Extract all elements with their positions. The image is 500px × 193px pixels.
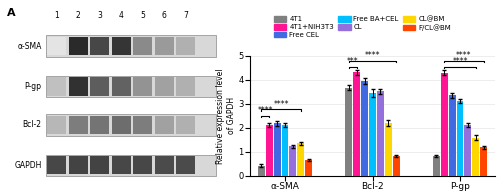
Text: 3: 3 bbox=[97, 11, 102, 20]
Bar bbox=[346, 88, 352, 176]
Bar bbox=[154, 37, 174, 55]
Text: Bcl-2: Bcl-2 bbox=[22, 120, 42, 130]
Bar bbox=[133, 77, 152, 96]
Bar bbox=[440, 73, 448, 176]
Bar bbox=[90, 77, 109, 96]
Bar bbox=[480, 147, 487, 176]
Text: ****: **** bbox=[274, 100, 289, 109]
Text: ****: **** bbox=[452, 57, 468, 66]
Bar bbox=[258, 166, 264, 176]
Bar bbox=[46, 76, 215, 97]
Text: 2: 2 bbox=[76, 11, 80, 20]
Bar bbox=[266, 125, 272, 176]
Bar bbox=[306, 160, 312, 176]
Bar bbox=[47, 37, 66, 55]
Bar bbox=[448, 96, 456, 176]
Bar bbox=[133, 116, 152, 134]
Bar bbox=[68, 116, 87, 134]
Bar bbox=[46, 36, 215, 57]
Bar bbox=[68, 37, 87, 55]
Bar bbox=[377, 91, 384, 176]
Bar bbox=[154, 77, 174, 96]
Text: 7: 7 bbox=[183, 11, 188, 20]
Bar bbox=[290, 146, 296, 176]
Bar bbox=[274, 124, 280, 176]
Bar bbox=[112, 37, 130, 55]
Legend: 4T1, 4T1+NIH3T3, Free CEL, Free BA+CEL, CL, CL@BM, F/CL@BM: 4T1, 4T1+NIH3T3, Free CEL, Free BA+CEL, … bbox=[274, 16, 451, 38]
Bar bbox=[176, 156, 195, 174]
Bar bbox=[464, 125, 471, 176]
Bar bbox=[353, 72, 360, 176]
Bar bbox=[176, 116, 195, 134]
Text: ****: **** bbox=[456, 51, 471, 60]
Text: 4: 4 bbox=[118, 11, 124, 20]
Bar bbox=[47, 116, 66, 134]
Text: 5: 5 bbox=[140, 11, 145, 20]
Text: P-gp: P-gp bbox=[24, 82, 42, 91]
Bar bbox=[90, 156, 109, 174]
Bar bbox=[47, 156, 66, 174]
Y-axis label: Relative expression level
of GAPDH: Relative expression level of GAPDH bbox=[216, 68, 236, 163]
Bar bbox=[112, 77, 130, 96]
Text: A: A bbox=[7, 8, 16, 18]
Bar bbox=[176, 77, 195, 96]
Text: ****: **** bbox=[258, 106, 273, 115]
Bar bbox=[369, 93, 376, 176]
Bar bbox=[282, 125, 288, 176]
Bar bbox=[47, 77, 66, 96]
Bar bbox=[361, 81, 368, 176]
Bar bbox=[46, 155, 215, 176]
Text: 6: 6 bbox=[162, 11, 166, 20]
Bar bbox=[385, 123, 392, 176]
Bar bbox=[112, 116, 130, 134]
Bar bbox=[472, 138, 480, 176]
Bar bbox=[112, 156, 130, 174]
Bar bbox=[46, 114, 215, 136]
Bar bbox=[133, 156, 152, 174]
Bar bbox=[90, 37, 109, 55]
Text: α-SMA: α-SMA bbox=[17, 42, 42, 51]
Bar bbox=[433, 156, 440, 176]
Bar bbox=[68, 156, 87, 174]
Bar bbox=[133, 37, 152, 55]
Bar bbox=[393, 156, 400, 176]
Bar bbox=[298, 143, 304, 176]
Text: ****: **** bbox=[365, 51, 380, 60]
Text: ***: *** bbox=[347, 57, 358, 66]
Bar bbox=[154, 156, 174, 174]
Text: 1: 1 bbox=[54, 11, 59, 20]
Bar bbox=[456, 101, 464, 176]
Bar bbox=[154, 116, 174, 134]
Bar bbox=[90, 116, 109, 134]
Bar bbox=[68, 77, 87, 96]
Text: GAPDH: GAPDH bbox=[14, 161, 42, 170]
Bar bbox=[176, 37, 195, 55]
